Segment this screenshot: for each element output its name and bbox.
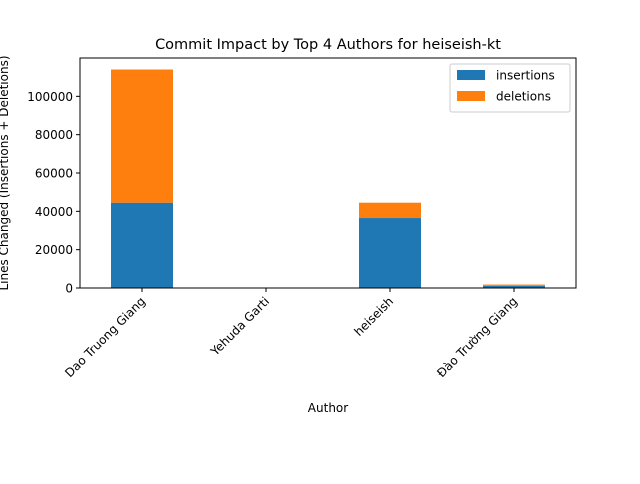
chart-title: Commit Impact by Top 4 Authors for heise… <box>155 37 501 53</box>
plot-frame <box>79 57 577 289</box>
legend-label-insertions: insertions <box>496 69 555 83</box>
legend: insertions deletions <box>449 63 571 113</box>
bar-insertions-0 <box>111 202 173 288</box>
bar-deletions-3 <box>483 284 545 286</box>
legend-label-deletions: deletions <box>496 90 551 104</box>
bar-insertions-3 <box>483 285 545 288</box>
bar-deletions-0 <box>111 69 173 203</box>
y-tick-label-4: 80000 <box>35 128 73 142</box>
y-tick-label-3: 60000 <box>35 167 73 181</box>
legend-swatch-insertions <box>457 70 485 80</box>
y-axis-label: Lines Changed (Insertions + Deletions) <box>0 55 11 290</box>
y-tick-label-0: 0 <box>65 282 73 296</box>
bar-insertions-2 <box>359 218 421 288</box>
x-axis-label: Author <box>308 401 348 415</box>
y-tick-label-1: 20000 <box>35 243 73 257</box>
y-axis: 0 20000 40000 60000 80000 100000 <box>27 90 80 296</box>
legend-swatch-deletions <box>457 91 485 101</box>
y-tick-label-5: 100000 <box>27 90 73 104</box>
bars-layer <box>111 69 545 288</box>
y-tick-label-2: 40000 <box>35 205 73 219</box>
bar-deletions-2 <box>359 202 421 219</box>
